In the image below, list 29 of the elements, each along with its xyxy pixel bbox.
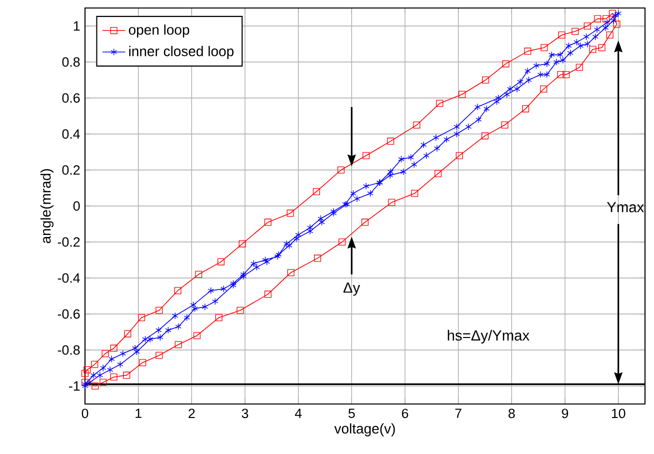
x-tick-label: 10 — [612, 408, 626, 418]
x-tick-label: 6 — [402, 408, 408, 418]
legend-label: inner closed loop — [129, 46, 234, 59]
y-tick-label: -0.4 — [58, 273, 80, 283]
annotation: Ymax — [606, 202, 644, 212]
y-tick-label: 0 — [73, 201, 80, 211]
y-tick-label: 1 — [74, 21, 80, 31]
y-tick-label: 0.8 — [62, 57, 80, 67]
x-tick-label: 1 — [136, 408, 142, 418]
x-tick-label: 2 — [188, 408, 195, 418]
y-tick-label: -1 — [69, 381, 80, 391]
x-tick-label: 7 — [455, 408, 462, 418]
x-tick-label: 9 — [562, 408, 568, 418]
y-axis-title: angle(mrad) — [40, 169, 54, 244]
x-tick-label: 4 — [294, 408, 302, 418]
legend-label: open loop — [128, 24, 190, 38]
y-tick-label: 0.2 — [62, 165, 80, 175]
y-tick-label: -0.8 — [58, 345, 80, 355]
x-tick-label: 5 — [348, 408, 355, 418]
annotation: hs=Δy/Ymax — [448, 330, 530, 344]
y-tick-label: 0.4 — [62, 129, 80, 139]
y-tick-label: -0.6 — [58, 309, 80, 319]
x-axis-title: voltage(v) — [334, 423, 395, 436]
annotation: Δy — [343, 282, 360, 296]
x-tick-label: 0 — [82, 408, 88, 418]
y-tick-label: -0.2 — [58, 237, 80, 247]
x-tick-label: 3 — [242, 408, 248, 418]
y-tick-label: 0.6 — [62, 93, 80, 103]
x-tick-label: 8 — [508, 408, 515, 418]
